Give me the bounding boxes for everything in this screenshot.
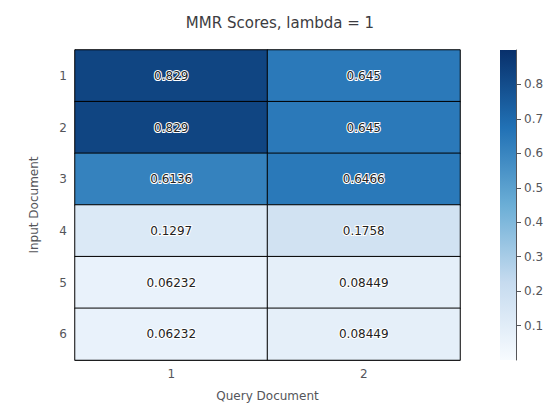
svg-text:0.3: 0.3 (524, 250, 543, 264)
svg-text:0.1758: 0.1758 (343, 224, 385, 238)
svg-text:0.1297: 0.1297 (150, 224, 192, 238)
svg-text:2: 2 (59, 121, 67, 135)
svg-text:0.829: 0.829 (154, 121, 188, 135)
svg-text:Query Document: Query Document (216, 389, 319, 403)
svg-text:0.1: 0.1 (524, 319, 543, 333)
svg-text:0.4: 0.4 (524, 215, 543, 229)
svg-text:1: 1 (167, 367, 175, 381)
svg-text:0.8: 0.8 (524, 77, 543, 91)
svg-text:0.06232: 0.06232 (146, 327, 196, 341)
svg-text:0.829: 0.829 (154, 69, 188, 83)
svg-text:0.6466: 0.6466 (343, 172, 385, 186)
svg-text:MMR Scores, lambda = 1: MMR Scores, lambda = 1 (186, 14, 374, 32)
svg-text:0.5: 0.5 (524, 181, 543, 195)
svg-text:2: 2 (360, 367, 368, 381)
svg-text:0.08449: 0.08449 (339, 327, 389, 341)
svg-text:0.08449: 0.08449 (339, 276, 389, 290)
svg-text:4: 4 (59, 224, 67, 238)
svg-text:0.6: 0.6 (524, 146, 543, 160)
svg-text:6: 6 (59, 327, 67, 341)
svg-text:5: 5 (59, 276, 67, 290)
svg-text:0.7: 0.7 (524, 112, 543, 126)
svg-text:0.6136: 0.6136 (150, 172, 192, 186)
svg-text:1: 1 (59, 69, 67, 83)
svg-text:0.645: 0.645 (347, 69, 381, 83)
svg-text:0.2: 0.2 (524, 284, 543, 298)
svg-text:0.645: 0.645 (347, 121, 381, 135)
svg-text:Input Document: Input Document (27, 156, 41, 253)
svg-text:0.06232: 0.06232 (146, 276, 196, 290)
svg-text:3: 3 (59, 172, 67, 186)
